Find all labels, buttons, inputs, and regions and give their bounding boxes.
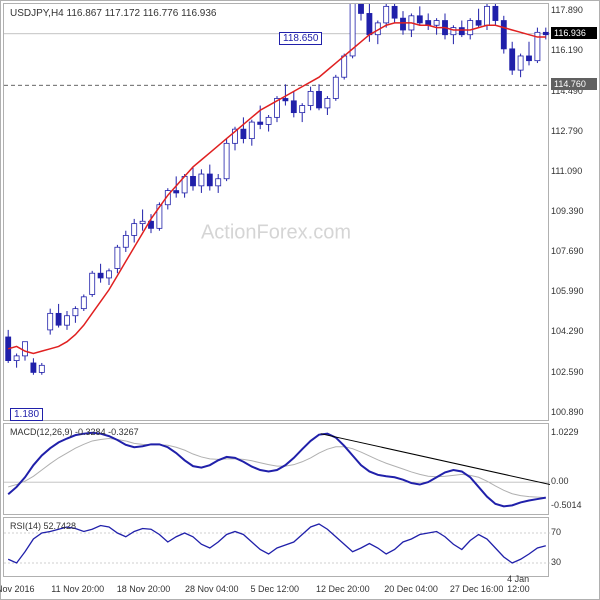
x-tick: 4 Jan 12:00: [507, 574, 549, 594]
macd-tick: -0.5014: [551, 500, 597, 510]
high-label: 118.650: [279, 32, 322, 45]
x-tick: 28 Nov 04:00: [185, 584, 239, 594]
x-tick: 12 Dec 20:00: [316, 584, 370, 594]
y-tick: 117.890: [551, 5, 597, 15]
rsi-tick: 30: [551, 557, 597, 567]
macd-svg: [4, 424, 550, 516]
y-tick: 109.390: [551, 206, 597, 216]
x-tick: 20 Dec 04:00: [384, 584, 438, 594]
ohlc: 116.867 117.172 116.776 116.936: [67, 8, 217, 19]
x-tick: 18 Nov 20:00: [117, 584, 171, 594]
x-tick: 4 Nov 2016: [0, 584, 35, 594]
y-tick: 102.590: [551, 367, 597, 377]
chart-title: USDJPY,H4 116.867 117.172 116.776 116.93…: [10, 8, 216, 19]
rsi-panel[interactable]: RSI(14) 52.7428: [3, 517, 549, 577]
y-tick: 105.990: [551, 286, 597, 296]
level-flag: 114.760: [551, 78, 597, 90]
x-tick: 5 Dec 12:00: [251, 584, 300, 594]
rsi-svg: [4, 518, 550, 578]
x-axis: 4 Nov 2016 11 Nov 20:00 18 Nov 20:00 28 Nov…: [3, 577, 549, 597]
y-tick: 116.190: [551, 45, 597, 55]
current-price-flag: 116.936: [551, 27, 597, 39]
chart-container: USDJPY,H4 116.867 117.172 116.776 116.93…: [0, 0, 600, 600]
price-svg: [4, 4, 550, 422]
price-chart[interactable]: USDJPY,H4 116.867 117.172 116.776 116.93…: [3, 3, 549, 421]
rsi-title: RSI(14) 52.7428: [10, 521, 76, 531]
macd-tick: 1.0229: [551, 427, 597, 437]
y-tick: 107.690: [551, 246, 597, 256]
x-tick: 27 Dec 16:00: [450, 584, 504, 594]
y-tick: 112.790: [551, 126, 597, 136]
y-tick: 111.090: [551, 166, 597, 176]
macd-title: MACD(12,26,9) -0.3284 -0.3267: [10, 427, 139, 437]
rsi-tick: 70: [551, 527, 597, 537]
x-tick: 11 Nov 20:00: [51, 584, 104, 594]
y-tick: 100.890: [551, 407, 597, 417]
y-tick: 104.290: [551, 326, 597, 336]
symbol: USDJPY,H4: [10, 8, 64, 19]
low-label: 1.180: [10, 408, 43, 421]
macd-panel[interactable]: MACD(12,26,9) -0.3284 -0.3267: [3, 423, 549, 515]
macd-tick: 0.00: [551, 476, 597, 486]
